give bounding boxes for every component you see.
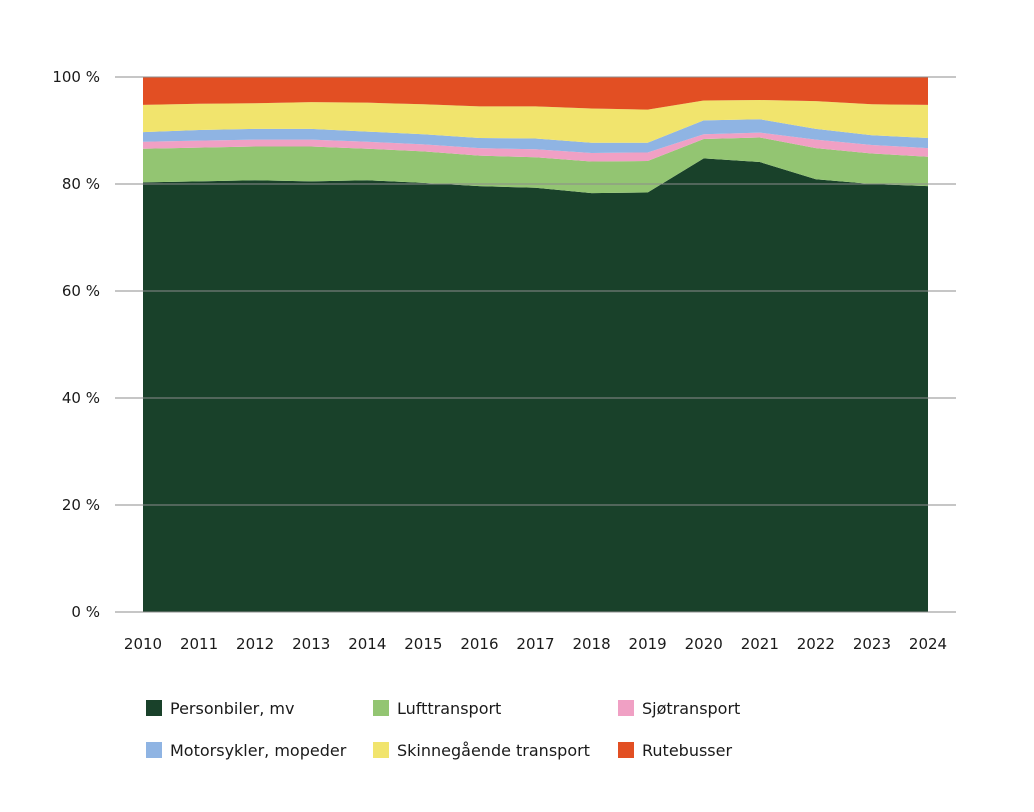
legend-item-rutebusser: Rutebusser bbox=[618, 741, 732, 760]
x-tick-label: 2020 bbox=[685, 635, 723, 653]
legend: Personbiler, mv Lufttransport Sjøtransport… bbox=[146, 699, 740, 760]
area-motorsykler-mopeder bbox=[143, 119, 928, 153]
x-tick-label: 2013 bbox=[292, 635, 330, 653]
x-tick-label: 2022 bbox=[797, 635, 835, 653]
area-sjotransport bbox=[143, 132, 928, 162]
x-tick-label: 2010 bbox=[124, 635, 162, 653]
legend-swatch bbox=[618, 742, 634, 758]
y-tick-label: 40 % bbox=[62, 389, 100, 407]
area-personbiler-mv bbox=[143, 158, 928, 612]
area-lufttransport bbox=[143, 137, 928, 194]
legend-item-skinnegaende-transport: Skinnegående transport bbox=[373, 741, 590, 760]
y-tick-label: 100 % bbox=[52, 68, 100, 86]
x-tick-label: 2024 bbox=[909, 635, 947, 653]
gridlines bbox=[115, 76, 956, 613]
y-axis: 0 % 20 % 40 % 60 % 80 % 100 % bbox=[52, 68, 100, 621]
legend-swatch bbox=[146, 742, 162, 758]
x-tick-label: 2018 bbox=[572, 635, 610, 653]
legend-swatch bbox=[373, 742, 389, 758]
x-tick-label: 2019 bbox=[629, 635, 667, 653]
x-tick-label: 2011 bbox=[180, 635, 218, 653]
legend-item-lufttransport: Lufttransport bbox=[373, 699, 501, 718]
x-tick-label: 2015 bbox=[404, 635, 442, 653]
legend-label: Personbiler, mv bbox=[170, 699, 294, 718]
legend-item-personbiler-mv: Personbiler, mv bbox=[146, 699, 294, 718]
legend-label: Sjøtransport bbox=[642, 699, 740, 718]
x-tick-label: 2017 bbox=[516, 635, 554, 653]
legend-swatch bbox=[146, 700, 162, 716]
legend-label: Rutebusser bbox=[642, 741, 732, 760]
x-tick-label: 2016 bbox=[460, 635, 498, 653]
legend-swatch bbox=[618, 700, 634, 716]
legend-label: Lufttransport bbox=[397, 699, 501, 718]
y-tick-label: 80 % bbox=[62, 175, 100, 193]
x-tick-label: 2021 bbox=[741, 635, 779, 653]
x-tick-label: 2014 bbox=[348, 635, 386, 653]
x-tick-label: 2012 bbox=[236, 635, 274, 653]
area-series-group bbox=[143, 77, 928, 612]
area-skinnegaende-transport bbox=[143, 100, 928, 143]
legend-item-motorsykler-mopeder: Motorsykler, mopeder bbox=[146, 741, 347, 760]
legend-swatch bbox=[373, 700, 389, 716]
y-tick-label: 60 % bbox=[62, 282, 100, 300]
x-tick-label: 2023 bbox=[853, 635, 891, 653]
legend-item-sjotransport: Sjøtransport bbox=[618, 699, 740, 718]
x-axis: 2010 2011 2012 2013 2014 2015 2016 2017 2018 2019… bbox=[124, 635, 947, 653]
y-tick-label: 20 % bbox=[62, 496, 100, 514]
area-rutebusser bbox=[143, 77, 928, 110]
legend-label: Skinnegående transport bbox=[397, 741, 590, 760]
y-tick-label: 0 % bbox=[71, 603, 100, 621]
legend-label: Motorsykler, mopeder bbox=[170, 741, 347, 760]
